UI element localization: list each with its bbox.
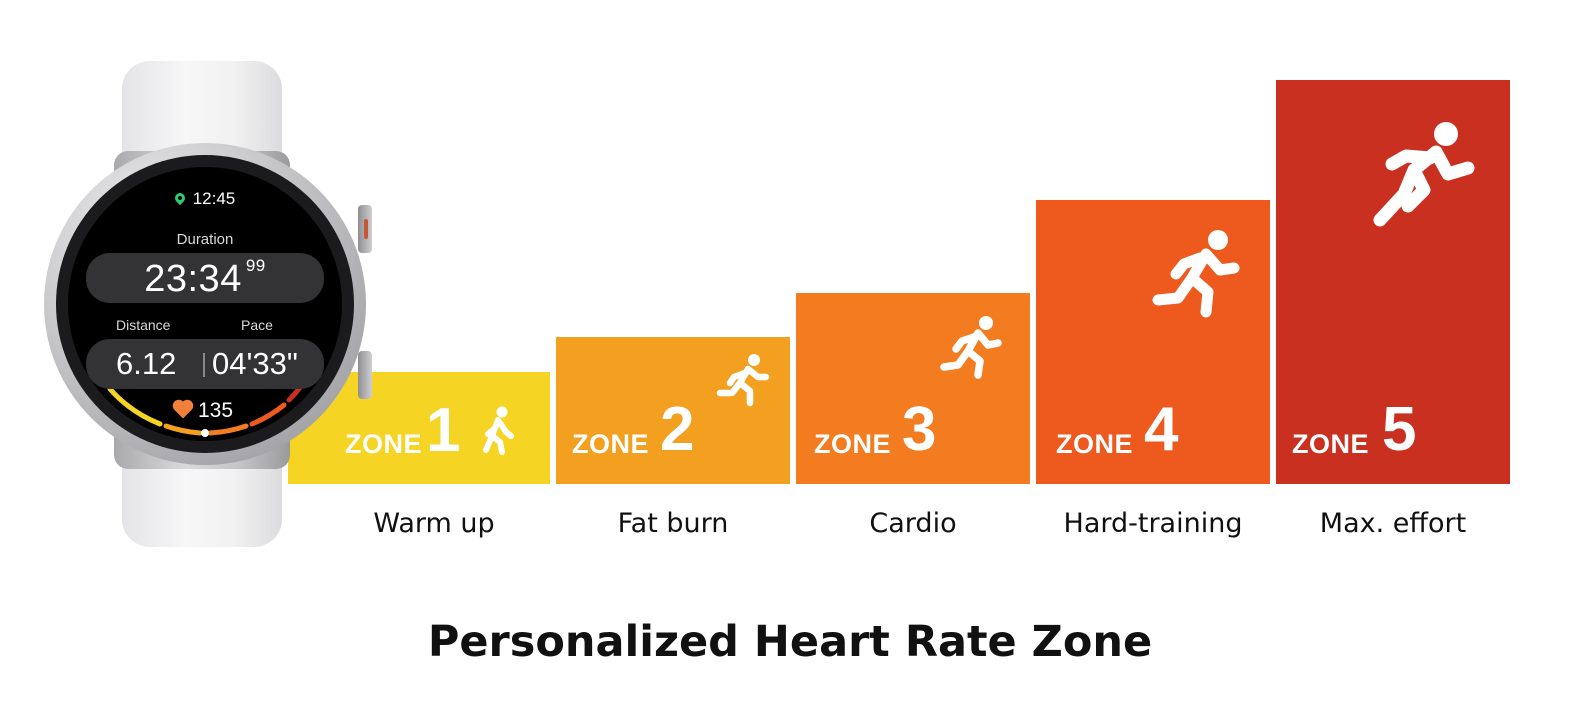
walking-person-icon — [483, 406, 514, 455]
watch-strap-bottom — [122, 455, 282, 547]
duration-main: 23:34 — [144, 258, 242, 300]
zone-label: ZONE — [1292, 429, 1370, 459]
duration-label: Duration — [176, 231, 234, 248]
zone-4-caption: Hard-training — [1063, 508, 1243, 539]
zone-2-caption: Fat burn — [617, 508, 729, 539]
heart-rate-arc — [107, 382, 305, 437]
page-title: Personalized Heart Rate Zone — [427, 617, 1153, 667]
zone-label: ZONE — [1056, 429, 1134, 459]
zone-label: ZONE — [572, 429, 650, 459]
watch-time: 12:45 — [192, 189, 236, 208]
distance-value: 6.12 — [116, 346, 177, 381]
zone-2-block: ZONE 2 — [556, 337, 790, 484]
zone-label: ZONE — [345, 429, 423, 459]
zone-number: 1 — [426, 396, 461, 465]
duration-sub: 99 — [245, 256, 266, 276]
zone-5-caption: Max. effort — [1319, 508, 1467, 539]
watch-home-button — [358, 205, 372, 253]
zone-1-caption: Warm up — [373, 508, 495, 539]
zone-3-caption: Cardio — [869, 508, 957, 539]
heart-rate-readout: 135 — [68, 399, 342, 423]
duration-value: 23:34 99 — [86, 256, 324, 301]
zone-number: 3 — [902, 395, 937, 464]
zone-number: 2 — [660, 395, 695, 464]
jogging-person-icon — [716, 354, 770, 407]
pace-label: Pace — [241, 317, 273, 333]
zone-number: 5 — [1382, 395, 1417, 464]
zone-4-block: ZONE 4 — [1036, 200, 1270, 484]
zone-label: ZONE — [814, 429, 892, 459]
smartwatch: 12:45 Duration 23:34 99 Distance Pace 6.1… — [40, 55, 372, 555]
sprinting-person-icon — [1373, 122, 1475, 227]
distance-label: Distance — [116, 317, 171, 333]
stats-pill: 6.12 04'33" — [86, 339, 324, 389]
running-person-icon — [1152, 230, 1240, 318]
location-pin-icon — [172, 190, 187, 206]
zone-number: 4 — [1144, 395, 1179, 464]
watch-clock: 12:45 — [68, 189, 342, 209]
duration-pill: 23:34 99 — [86, 253, 324, 303]
running-person-icon — [940, 316, 1002, 379]
zone-5-block: ZONE 5 — [1276, 80, 1510, 484]
heart-icon — [174, 401, 192, 419]
watch-screen: 12:45 Duration 23:34 99 Distance Pace 6.1… — [68, 167, 342, 441]
watch-back-button — [358, 351, 372, 399]
heart-rate-value: 135 — [197, 399, 234, 422]
zone-3-block: ZONE 3 — [796, 293, 1030, 484]
pace-value: 04'33" — [212, 346, 298, 381]
stat-divider — [203, 353, 205, 377]
